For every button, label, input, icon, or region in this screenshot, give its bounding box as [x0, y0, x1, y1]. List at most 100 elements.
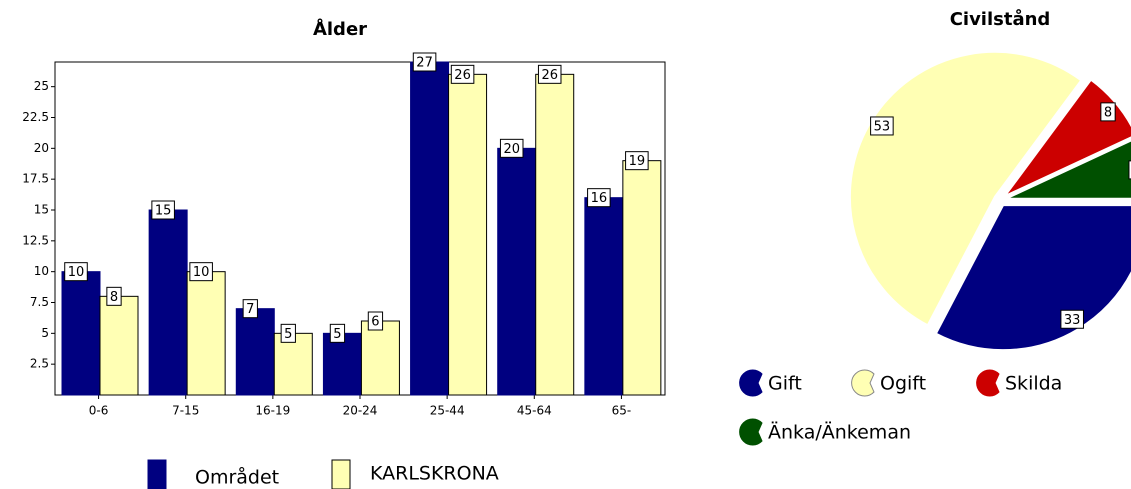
value-label: 53: [870, 116, 894, 136]
value-label-text: 20: [503, 142, 520, 157]
value-label: 5: [329, 323, 346, 343]
value-label-box: [1128, 160, 1131, 180]
y-tick-label: 2.5: [30, 357, 49, 371]
value-label-text: 8: [1104, 105, 1112, 120]
legend-label: Området: [195, 466, 279, 489]
pie-slice: [1003, 78, 1131, 198]
legend-swatch: [331, 459, 351, 489]
value-label-box: [106, 286, 122, 306]
value-label: 7: [242, 299, 258, 319]
value-label-text: 53: [874, 119, 891, 134]
value-label-text: 33: [1064, 313, 1081, 328]
value-label-box: [537, 64, 562, 84]
value-label-box: [625, 151, 649, 171]
value-label: 7: [1128, 160, 1131, 180]
value-label: 5: [280, 323, 296, 343]
y-tick-label: 5: [41, 326, 49, 340]
legend-icon: [976, 369, 1000, 397]
bar: [448, 73, 488, 396]
value-label-text: 26: [541, 68, 558, 83]
value-label-box: [1060, 309, 1084, 329]
bar-title: Ålder: [313, 17, 367, 40]
legend-swatch: [147, 459, 167, 489]
bar: [497, 147, 537, 396]
bar: [535, 73, 575, 396]
value-label-box: [499, 138, 524, 158]
legend-icon: [739, 369, 763, 397]
y-tick-label: 12.5: [22, 233, 49, 247]
bar: [148, 209, 188, 396]
y-tick-label: 10: [34, 264, 49, 278]
value-label-box: [587, 188, 611, 208]
bar: [622, 160, 662, 396]
y-tick-label: 25: [34, 79, 49, 93]
value-label-box: [412, 52, 437, 72]
legend-label: KARLSKRONA: [370, 463, 499, 485]
value-label-box: [870, 116, 894, 136]
bar: [235, 308, 275, 396]
value-label-text: 7: [246, 302, 254, 317]
value-label-text: 5: [284, 327, 292, 342]
pie-title: Civilstånd: [950, 8, 1051, 30]
x-tick-label: 7-15: [172, 404, 199, 418]
value-label-box: [280, 323, 296, 343]
legend-label: Änka/Änkeman: [768, 421, 911, 444]
bar: [410, 61, 450, 396]
legend-icon: [851, 369, 875, 397]
value-label: 27: [412, 52, 437, 72]
value-label: 10: [64, 262, 88, 282]
value-label: 15: [151, 200, 175, 220]
value-label-box: [242, 299, 258, 319]
value-label-box: [329, 323, 346, 343]
x-tick-label: 0-6: [89, 404, 109, 418]
value-label-text: 8: [110, 290, 118, 305]
value-label-text: 19: [629, 154, 646, 169]
value-label-text: 15: [155, 204, 172, 219]
value-label: 26: [537, 64, 562, 84]
value-label: 33: [1060, 309, 1084, 329]
value-label-box: [151, 200, 175, 220]
y-tick-label: 22.5: [22, 110, 49, 124]
value-label-box: [367, 311, 384, 331]
value-label: 20: [499, 138, 524, 158]
bar: [99, 295, 139, 396]
value-label: 19: [625, 151, 649, 171]
value-label: 8: [1100, 102, 1116, 122]
bar: [322, 332, 362, 396]
value-label-box: [64, 262, 88, 282]
bar: [584, 197, 624, 396]
legend-icon: [739, 418, 763, 446]
bar: [360, 320, 400, 396]
value-label-box: [450, 64, 475, 84]
value-label-text: 26: [454, 68, 471, 83]
y-tick-label: 15: [34, 203, 49, 217]
legend-label: Ogift: [880, 373, 926, 395]
bar: [61, 271, 101, 396]
value-label: 6: [367, 311, 384, 331]
value-label: 26: [450, 64, 475, 84]
value-label: 8: [106, 286, 122, 306]
x-tick-label: 25-44: [430, 404, 465, 418]
value-label-text: 16: [591, 191, 608, 206]
value-label: 10: [189, 262, 213, 282]
value-label-text: 5: [333, 327, 341, 342]
value-label-text: 6: [371, 315, 379, 330]
x-tick-label: 20-24: [343, 404, 378, 418]
value-label-box: [189, 262, 213, 282]
y-tick-label: 20: [34, 141, 49, 155]
value-label-box: [1100, 102, 1116, 122]
legend-label: Skilda: [1005, 373, 1062, 395]
value-label-text: 10: [68, 265, 85, 280]
value-label-text: 27: [416, 56, 433, 71]
value-label: 16: [587, 188, 611, 208]
x-tick-label: 45-64: [517, 404, 552, 418]
y-tick-label: 17.5: [22, 172, 49, 186]
bar: [186, 271, 226, 396]
pie-slice: [1005, 139, 1131, 200]
legend-label: Gift: [768, 373, 802, 395]
x-tick-label: 65-: [612, 404, 632, 418]
value-label-text: 10: [193, 265, 210, 280]
x-tick-label: 16-19: [255, 404, 290, 418]
y-tick-label: 7.5: [30, 295, 49, 309]
